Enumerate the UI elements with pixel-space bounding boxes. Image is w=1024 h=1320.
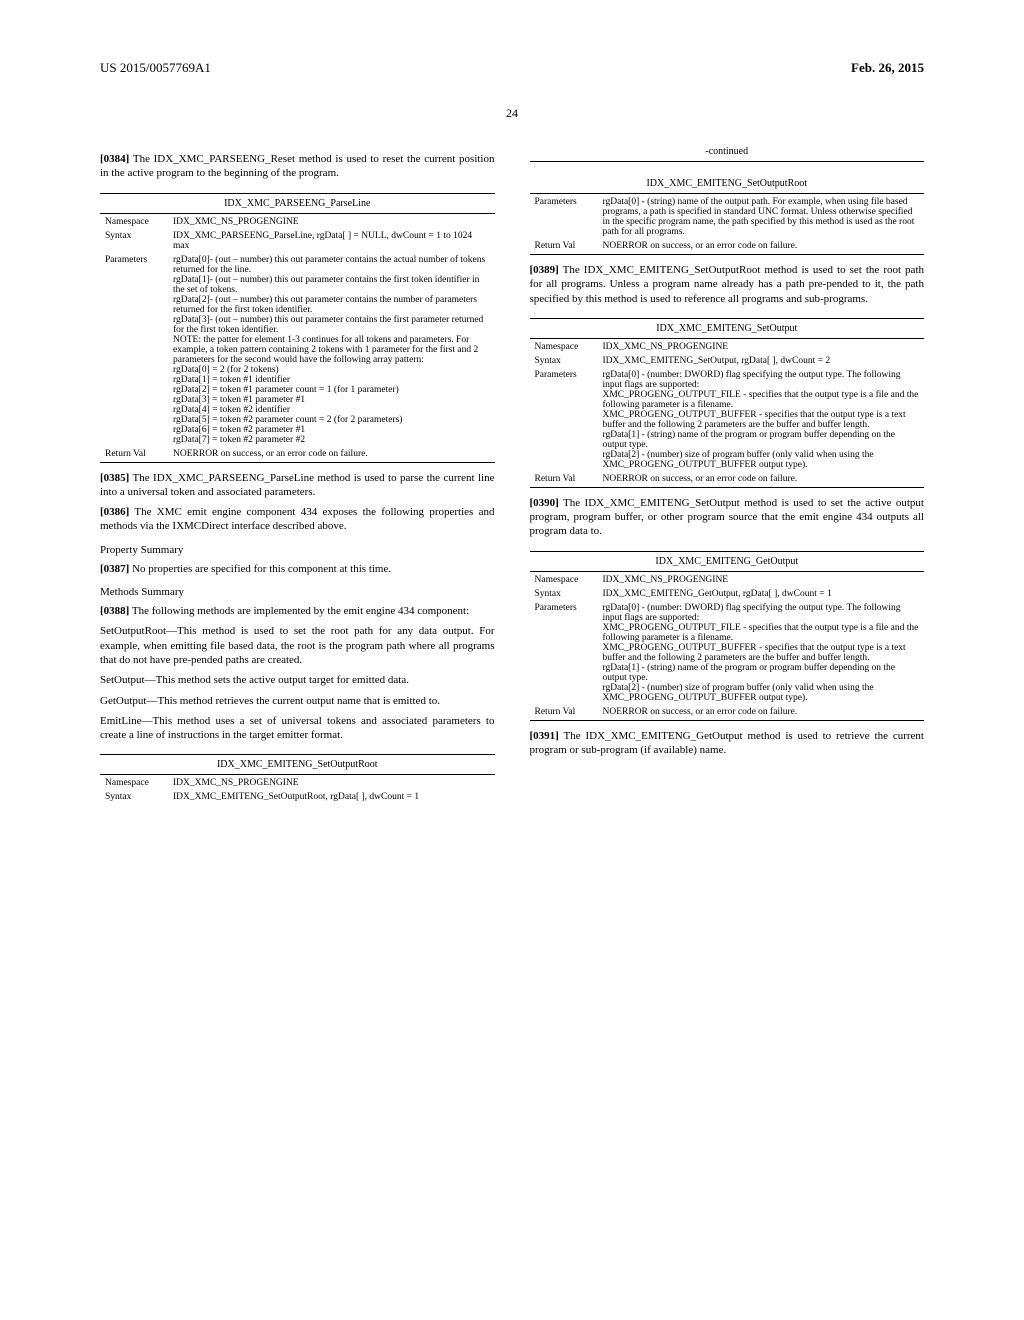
t3-params-label: Parameters (532, 196, 598, 238)
para-text-0390: The IDX_XMC_EMITENG_SetOutput method is … (530, 497, 925, 538)
t2-namespace-label: Namespace (102, 777, 168, 789)
table-parseline: Namespace IDX_XMC_NS_PROGENGINE Syntax I… (100, 214, 495, 463)
para-text-0388: The following methods are implemented by… (132, 605, 469, 617)
para-text-0387: No properties are specified for this com… (132, 563, 391, 575)
t4-return-val: NOERROR on success, or an error code on … (600, 473, 923, 485)
paragraph-0387: [0387] No properties are specified for t… (100, 562, 495, 576)
para-num-0391: [0391] (530, 730, 559, 742)
para-num-0386: [0386] (100, 506, 129, 518)
method-desc-4: EmitLine—This method uses a set of unive… (100, 714, 495, 743)
t4-namespace-val: IDX_XMC_NS_PROGENGINE (600, 341, 923, 353)
table2-title: IDX_XMC_EMITENG_SetOutputRoot (100, 754, 495, 775)
t1-namespace-label: Namespace (102, 216, 168, 228)
t1-params-val: rgData[0]- (out – number) this out param… (170, 254, 493, 446)
paragraph-0389: [0389] The IDX_XMC_EMITENG_SetOutputRoot… (530, 263, 925, 306)
t1-params-label: Parameters (102, 254, 168, 446)
t4-namespace-label: Namespace (532, 341, 598, 353)
t1-namespace-val: IDX_XMC_NS_PROGENGINE (170, 216, 493, 228)
page-number: 24 (100, 106, 924, 121)
t1-return-label: Return Val (102, 448, 168, 460)
para-text-0385: The IDX_XMC_PARSEENG_ParseLine method is… (100, 472, 495, 498)
para-num-0389: [0389] (530, 264, 559, 276)
table1-title: IDX_XMC_PARSEENG_ParseLine (100, 193, 495, 214)
methods-summary-heading: Methods Summary (100, 586, 495, 598)
t5-namespace-label: Namespace (532, 574, 598, 586)
paragraph-0391: [0391] The IDX_XMC_EMITENG_GetOutput met… (530, 729, 925, 758)
table3-title: IDX_XMC_EMITENG_SetOutputRoot (530, 174, 925, 194)
para-text-0386: The XMC emit engine component 434 expose… (100, 506, 494, 532)
t2-namespace-val: IDX_XMC_NS_PROGENGINE (170, 777, 493, 789)
table5-title: IDX_XMC_EMITENG_GetOutput (530, 551, 925, 572)
paragraph-0386: [0386] The XMC emit engine component 434… (100, 505, 495, 534)
t5-params-label: Parameters (532, 602, 598, 704)
patent-number: US 2015/0057769A1 (100, 60, 211, 76)
table4-title: IDX_XMC_EMITENG_SetOutput (530, 318, 925, 339)
t5-namespace-val: IDX_XMC_NS_PROGENGINE (600, 574, 923, 586)
t3-return-label: Return Val (532, 240, 598, 252)
continued-label: -continued (530, 146, 925, 157)
t5-params-val: rgData[0] - (number: DWORD) flag specify… (600, 602, 923, 704)
t3-params-val: rgData[0] - (string) name of the output … (600, 196, 923, 238)
property-summary-heading: Property Summary (100, 544, 495, 556)
t4-syntax-label: Syntax (532, 355, 598, 367)
para-num-0390: [0390] (530, 497, 559, 509)
paragraph-0385: [0385] The IDX_XMC_PARSEENG_ParseLine me… (100, 471, 495, 500)
page-header: US 2015/0057769A1 Feb. 26, 2015 (100, 60, 924, 86)
table-setoutputroot-start: Namespace IDX_XMC_NS_PROGENGINE Syntax I… (100, 775, 495, 805)
para-text-0391: The IDX_XMC_EMITENG_GetOutput method is … (530, 730, 925, 756)
paragraph-0390: [0390] The IDX_XMC_EMITENG_SetOutput met… (530, 496, 925, 539)
t5-syntax-label: Syntax (532, 588, 598, 600)
method-desc-3: GetOutput—This method retrieves the curr… (100, 694, 495, 708)
t5-return-label: Return Val (532, 706, 598, 718)
para-num-0388: [0388] (100, 605, 129, 617)
table-setoutput: Namespace IDX_XMC_NS_PROGENGINE Syntax I… (530, 339, 925, 488)
method-desc-2: SetOutput—This method sets the active ou… (100, 673, 495, 687)
para-num-0385: [0385] (100, 472, 129, 484)
patent-date: Feb. 26, 2015 (851, 60, 924, 76)
left-column: [0384] The IDX_XMC_PARSEENG_Reset method… (100, 146, 495, 813)
t4-params-label: Parameters (532, 369, 598, 471)
method-desc-1: SetOutputRoot—This method is used to set… (100, 624, 495, 667)
para-num-0387: [0387] (100, 563, 129, 575)
right-column: -continued IDX_XMC_EMITENG_SetOutputRoot… (530, 146, 925, 813)
t1-return-val: NOERROR on success, or an error code on … (170, 448, 493, 460)
paragraph-0384: [0384] The IDX_XMC_PARSEENG_Reset method… (100, 152, 495, 181)
t4-syntax-val: IDX_XMC_EMITENG_SetOutput, rgData[ ], dw… (600, 355, 923, 367)
t5-syntax-val: IDX_XMC_EMITENG_GetOutput, rgData[ ], dw… (600, 588, 923, 600)
t1-syntax-label: Syntax (102, 230, 168, 252)
t5-return-val: NOERROR on success, or an error code on … (600, 706, 923, 718)
t2-syntax-label: Syntax (102, 791, 168, 803)
para-text-0389: The IDX_XMC_EMITENG_SetOutputRoot method… (530, 264, 925, 305)
paragraph-0388: [0388] The following methods are impleme… (100, 604, 495, 618)
para-text-0384: The IDX_XMC_PARSEENG_Reset method is use… (100, 153, 495, 179)
content-columns: [0384] The IDX_XMC_PARSEENG_Reset method… (100, 146, 924, 813)
t3-return-val: NOERROR on success, or an error code on … (600, 240, 923, 252)
table-getoutput: Namespace IDX_XMC_NS_PROGENGINE Syntax I… (530, 572, 925, 721)
t2-syntax-val: IDX_XMC_EMITENG_SetOutputRoot, rgData[ ]… (170, 791, 493, 803)
table-setoutputroot-cont: Parameters rgData[0] - (string) name of … (530, 194, 925, 255)
t4-params-val: rgData[0] - (number: DWORD) flag specify… (600, 369, 923, 471)
t4-return-label: Return Val (532, 473, 598, 485)
t1-syntax-val: IDX_XMC_PARSEENG_ParseLine, rgData[ ] = … (170, 230, 493, 252)
para-num-0384: [0384] (100, 153, 129, 165)
